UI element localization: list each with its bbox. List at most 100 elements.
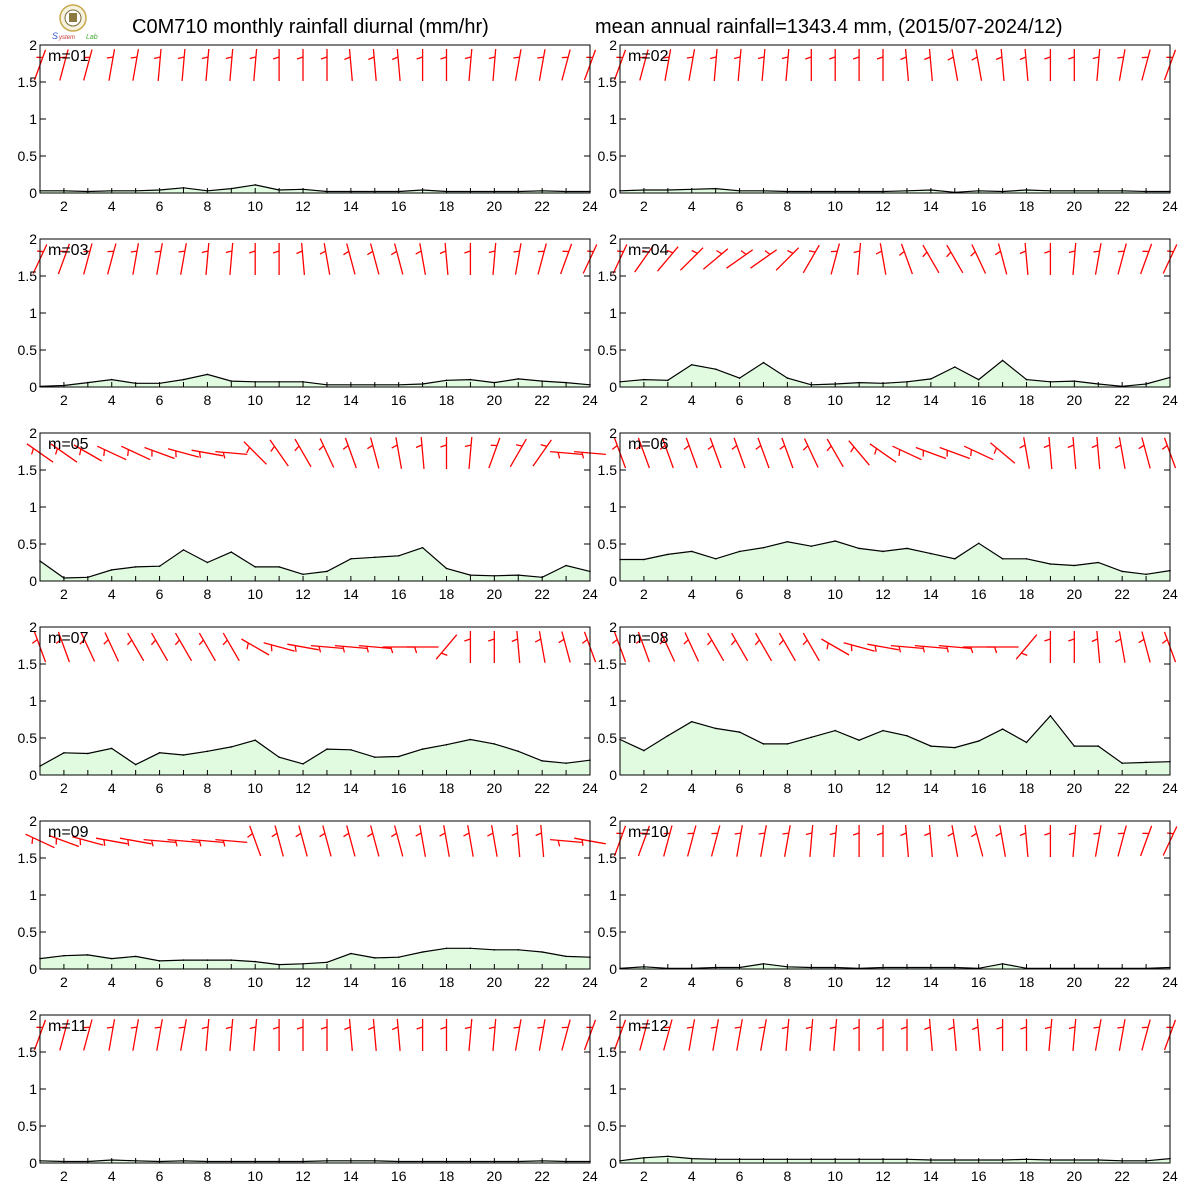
x-tick-label: 18	[439, 392, 455, 408]
y-tick-label: 0.5	[18, 342, 38, 358]
wind-barb	[73, 444, 103, 462]
wind-barb	[513, 1019, 522, 1051]
wind-barb	[488, 48, 497, 81]
wind-barb	[781, 48, 790, 81]
x-tick-label: 10	[247, 198, 263, 214]
x-tick-label: 12	[295, 392, 311, 408]
wind-barb	[710, 825, 721, 857]
wind-barb	[1019, 437, 1030, 469]
wind-barb	[532, 439, 552, 467]
x-tick-label: 14	[923, 586, 939, 602]
y-tick-label: 0	[609, 379, 617, 395]
rain-point	[762, 546, 765, 549]
wind-barb	[154, 1019, 163, 1051]
wind-barb	[150, 632, 169, 662]
rain-point	[762, 361, 765, 364]
panel-m-12: 00.511.522 4 6 8 10 12 14 16 18 20 22 24m=12	[598, 1007, 1178, 1184]
rain-line	[39, 547, 591, 579]
y-tick-label: 1	[609, 1081, 617, 1097]
wind-barb	[130, 49, 140, 81]
wind-barb	[1093, 825, 1102, 857]
rain-point	[158, 565, 161, 567]
rain-point	[906, 735, 908, 737]
rain-area	[40, 374, 590, 387]
wind-barb	[639, 49, 649, 81]
x-tick-label: 2	[60, 780, 68, 796]
panel-m-08: 00.511.522 4 6 8 10 12 14 16 18 20 22 24m=08	[598, 619, 1178, 796]
rain-point	[1001, 558, 1004, 560]
x-tick-label: 14	[343, 586, 359, 602]
wind-barb	[391, 437, 403, 469]
wind-barb	[758, 1019, 767, 1051]
wind-barb	[343, 243, 356, 275]
y-tick-label: 1	[29, 887, 37, 903]
rain-point	[882, 550, 884, 553]
x-tick-label: 4	[108, 198, 116, 214]
x-tick-label: 16	[971, 1168, 987, 1184]
wind-barb	[755, 437, 770, 469]
x-tick-label: 16	[391, 586, 407, 602]
wind-barb	[659, 632, 676, 662]
wind-barb	[848, 440, 870, 466]
rain-point	[1121, 762, 1123, 764]
x-tick-label: 2	[640, 780, 648, 796]
wind-barb	[663, 825, 673, 857]
rain-point	[469, 574, 472, 576]
wind-barb	[639, 1019, 649, 1051]
y-tick-label: 1.5	[18, 462, 38, 478]
wind-barb	[1043, 436, 1053, 469]
x-tick-label: 4	[688, 780, 696, 796]
rain-point	[182, 378, 185, 381]
wind-barb	[1138, 631, 1151, 663]
rain-point	[1145, 761, 1147, 764]
wind-barb	[890, 644, 923, 653]
wind-barb	[686, 49, 696, 81]
rain-point	[254, 960, 256, 963]
rain-point	[421, 951, 424, 953]
wind-barb	[488, 437, 501, 469]
x-tick-label: 4	[688, 586, 696, 602]
rain-point	[110, 747, 113, 750]
wind-barb	[947, 825, 959, 857]
rain-point	[810, 545, 813, 547]
wind-barb	[938, 644, 971, 653]
wind-barb	[802, 244, 820, 274]
x-tick-label: 4	[108, 586, 116, 602]
x-tick-label: 6	[736, 974, 744, 990]
rain-point	[541, 380, 543, 382]
rain-area	[40, 948, 590, 969]
rain-area	[40, 184, 590, 193]
rain-point	[110, 957, 113, 960]
wind-barb	[320, 1019, 328, 1051]
rain-point	[643, 558, 645, 561]
wind-barb	[287, 643, 319, 652]
y-tick-label: 0	[29, 573, 37, 589]
x-tick-label: 14	[343, 974, 359, 990]
wind-barb	[1044, 825, 1052, 857]
wind-barb	[1068, 631, 1075, 663]
y-tick-label: 1.5	[598, 1044, 618, 1060]
y-tick-label: 0	[29, 767, 37, 783]
rain-point	[1073, 380, 1076, 382]
wind-barb	[939, 446, 971, 460]
wind-barb	[415, 436, 425, 469]
y-tick-label: 0.5	[18, 1118, 38, 1134]
y-tick-label: 0	[609, 1155, 617, 1171]
x-tick-label: 24	[1162, 392, 1178, 408]
wind-barb	[635, 631, 651, 663]
rain-point	[206, 373, 209, 376]
rain-point	[954, 746, 956, 749]
y-tick-label: 0	[609, 767, 617, 783]
wind-barb	[750, 249, 777, 269]
panel-m-11: 00.511.522 4 6 8 10 12 14 16 18 20 22 24m=11	[18, 1007, 598, 1184]
y-tick-label: 0.5	[18, 536, 38, 552]
wind-barb	[947, 49, 959, 81]
x-tick-label: 2	[60, 198, 68, 214]
x-tick-label: 16	[391, 392, 407, 408]
wind-barb	[222, 632, 240, 662]
wind-barb	[805, 824, 814, 857]
x-tick-label: 18	[1019, 198, 1035, 214]
wind-barb	[802, 632, 820, 662]
x-tick-label: 24	[582, 586, 598, 602]
wind-barb	[970, 825, 984, 857]
